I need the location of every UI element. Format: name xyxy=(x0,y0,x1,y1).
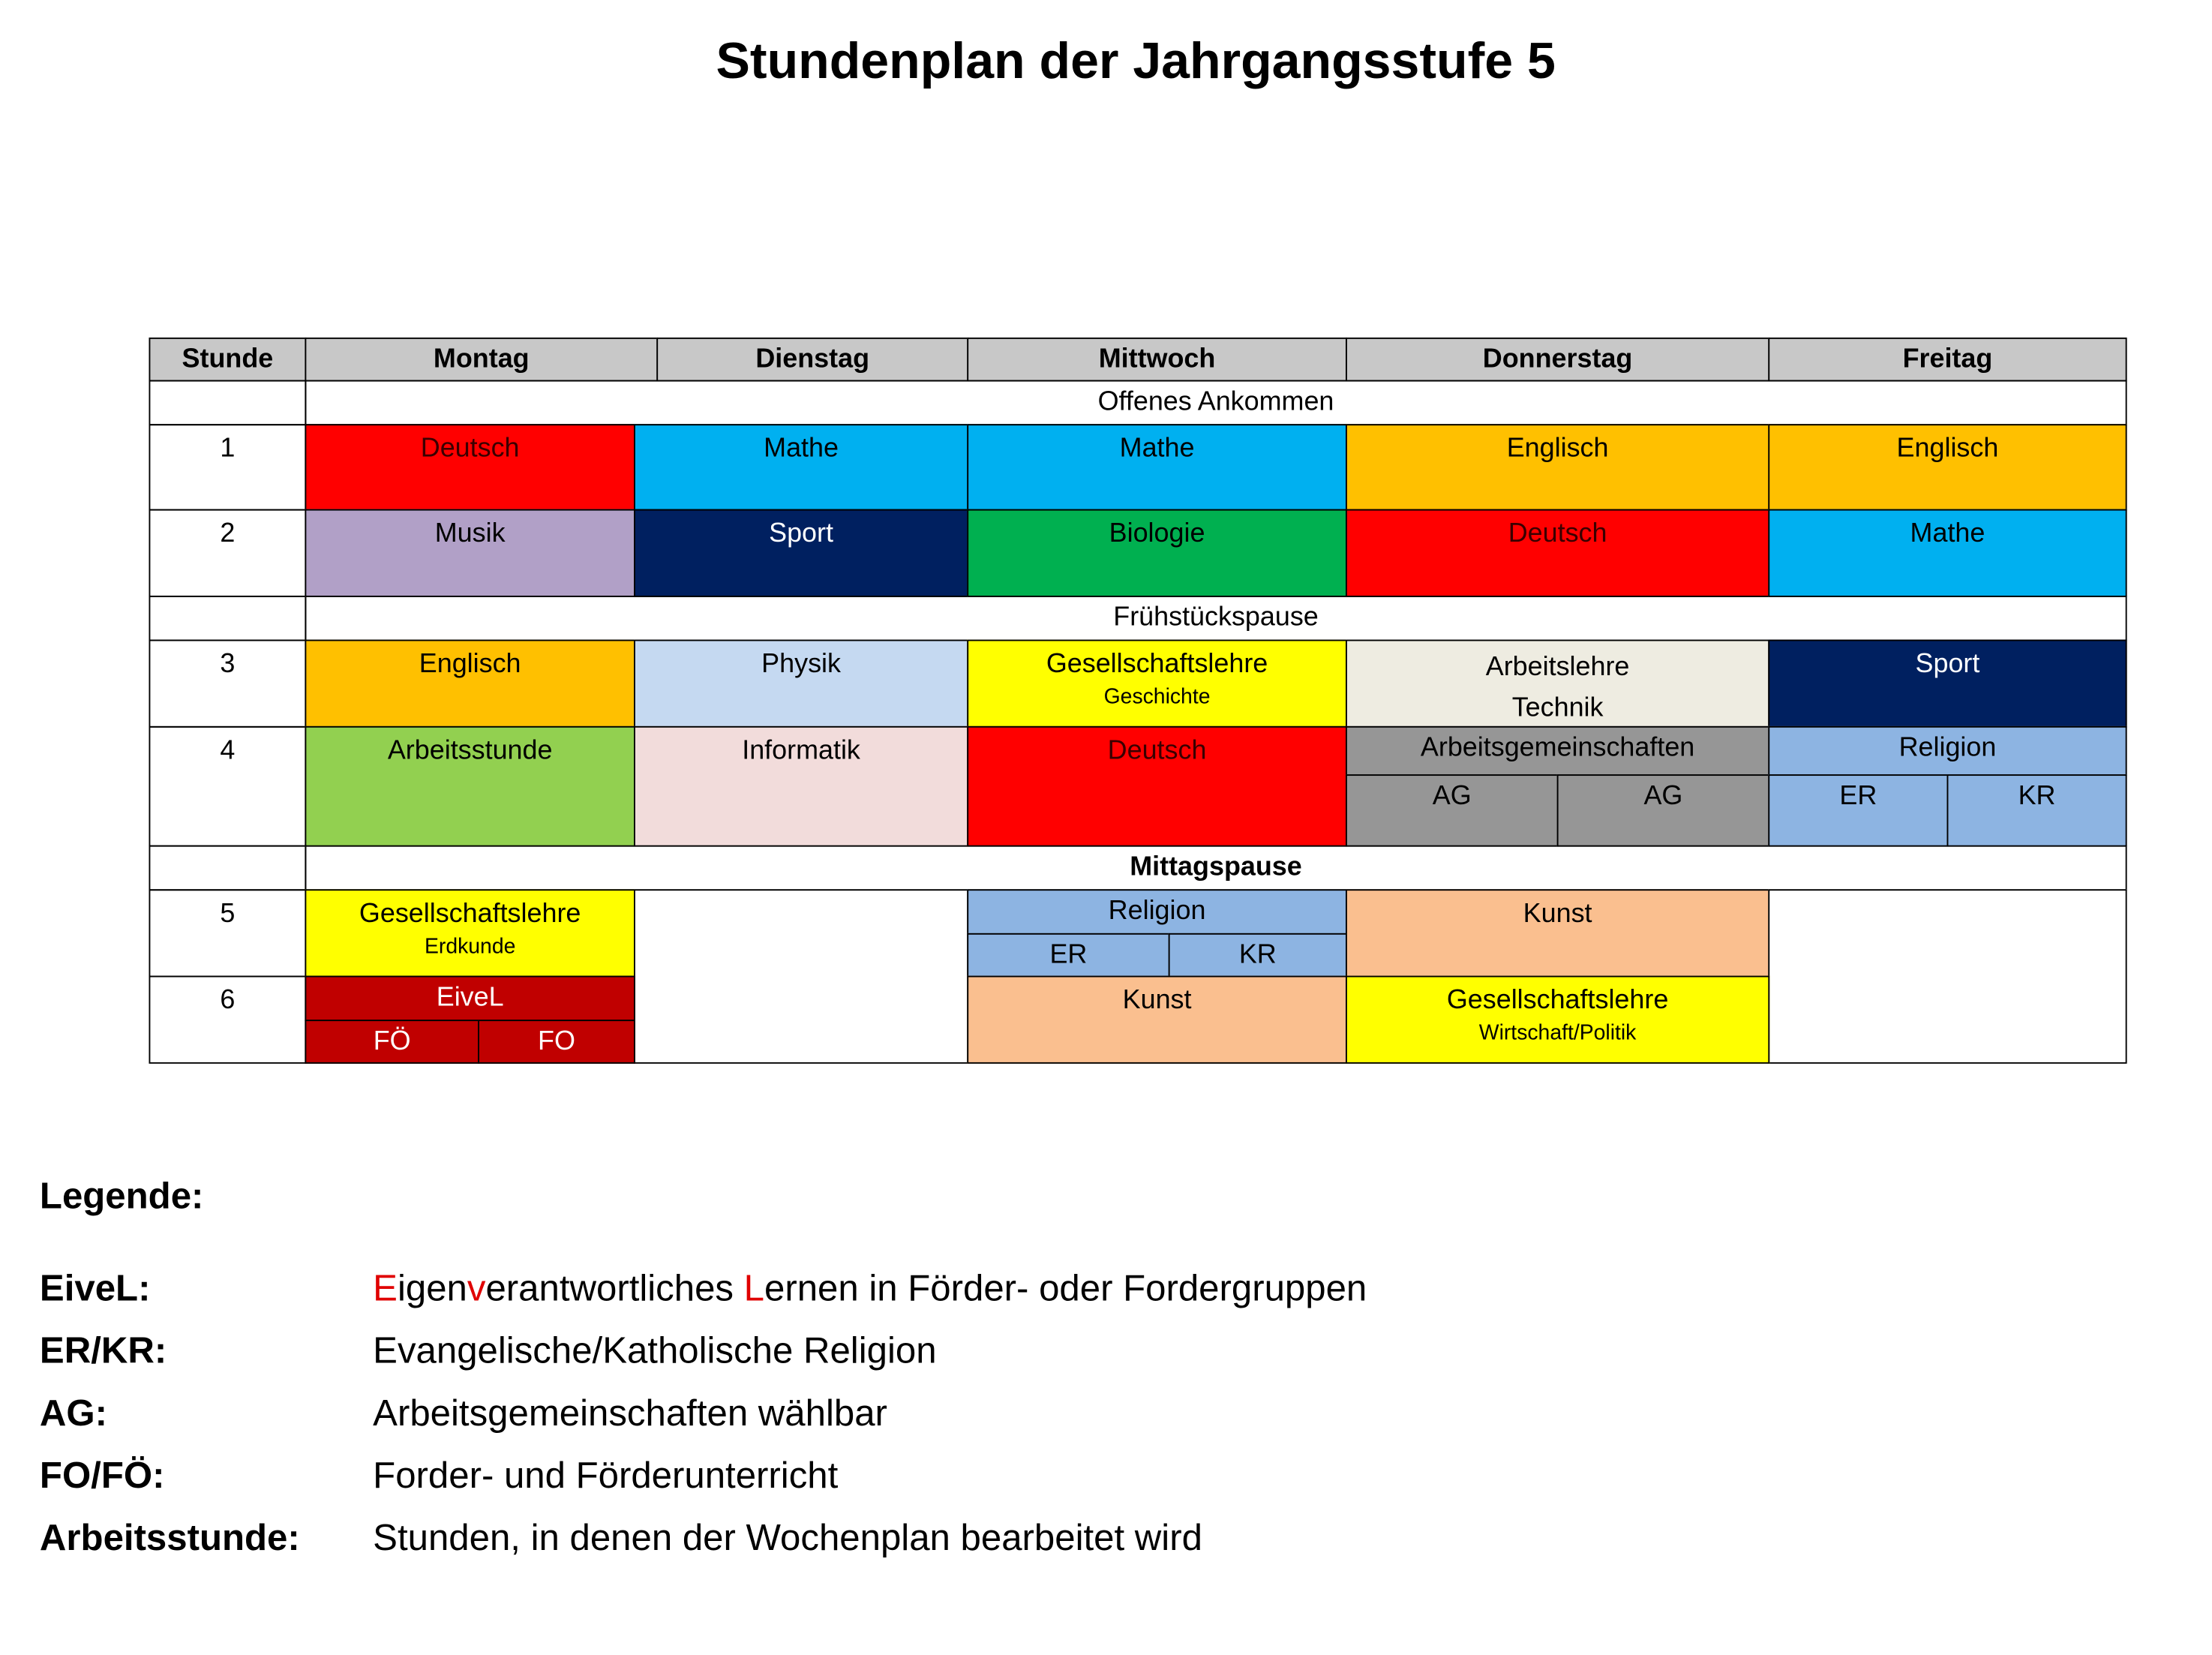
legend-text: igen xyxy=(397,1266,467,1309)
legend-highlight: v xyxy=(467,1266,486,1309)
legend-highlight: L xyxy=(743,1266,765,1309)
lesson-informatik: Informatik xyxy=(634,725,969,847)
lesson-arbeitsgemeinschaften: Arbeitsgemeinschaften xyxy=(1345,725,1770,776)
lesson-religion: Religion xyxy=(1768,725,2127,776)
legend-term: Arbeitsstunde: xyxy=(39,1515,300,1559)
lesson-englisch: Englisch xyxy=(1768,424,2127,511)
break-arrival: Offenes Ankommen xyxy=(305,380,2127,426)
lesson-title: Gesellschaftslehre xyxy=(1446,985,1669,1016)
lesson-gesellschaftslehre: Gesellschaftslehre Wirtschaft/Politik xyxy=(1345,975,1770,1064)
legend-highlight: E xyxy=(373,1266,398,1309)
period-number: 5 xyxy=(149,889,307,978)
lesson-foerder: FÖ xyxy=(305,1020,479,1064)
lesson-mathe: Mathe xyxy=(634,424,969,511)
stunde-empty xyxy=(149,380,307,426)
lesson-mathe: Mathe xyxy=(967,424,1347,511)
lesson-kunst: Kunst xyxy=(1345,889,1770,978)
stunde-empty xyxy=(149,595,307,641)
legend-desc: Arbeitsgemeinschaften wählbar xyxy=(373,1391,887,1434)
lesson-physik: Physik xyxy=(634,639,969,728)
header-montag: Montag xyxy=(305,337,659,382)
page-title: Stundenplan der Jahrgangsstufe 5 xyxy=(716,31,1556,90)
legend-term: EiveL: xyxy=(39,1266,151,1309)
lesson-arbeitsstunde: Arbeitsstunde xyxy=(305,725,635,847)
lesson-englisch: Englisch xyxy=(305,639,635,728)
stunde-empty xyxy=(149,845,307,891)
lesson-musik: Musik xyxy=(305,509,635,597)
header-freitag: Freitag xyxy=(1768,337,2127,382)
lesson-sport: Sport xyxy=(634,509,969,597)
header-donnerstag: Donnerstag xyxy=(1345,337,1770,382)
lesson-ag: AG xyxy=(1556,774,1770,847)
legend-desc: Evangelische/Katholische Religion xyxy=(373,1329,937,1372)
break-breakfast: Frühstückspause xyxy=(305,595,2127,641)
lesson-kr: KR xyxy=(1946,774,2127,847)
period-number: 2 xyxy=(149,509,307,597)
legend-text: erantwortliches xyxy=(485,1266,744,1309)
legend-term: AG: xyxy=(39,1391,108,1434)
lesson-subtitle: Geschichte xyxy=(1103,685,1211,710)
lesson-gesellschaftslehre: Gesellschaftslehre Geschichte xyxy=(967,639,1347,728)
legend-desc: Stunden, in denen der Wochenplan bearbei… xyxy=(373,1515,1202,1559)
period-number: 3 xyxy=(149,639,307,728)
lesson-deutsch: Deutsch xyxy=(305,424,635,511)
lesson-forder: FO xyxy=(478,1020,635,1064)
lesson-subtitle: Erdkunde xyxy=(424,934,516,959)
lesson-religion: Religion xyxy=(967,889,1347,935)
legend-desc: Eigenverantwortliches Lernen in Förder- … xyxy=(373,1266,1367,1311)
legend-desc: Forder- und Förderunterricht xyxy=(373,1453,839,1497)
lesson-deutsch: Deutsch xyxy=(967,725,1347,847)
lesson-subtitle: Wirtschaft/Politik xyxy=(1478,1021,1637,1046)
header-mittwoch: Mittwoch xyxy=(967,337,1347,382)
lesson-subtitle: Technik xyxy=(1511,693,1604,724)
legend-text: ernen in Förder- oder Fordergruppen xyxy=(764,1266,1367,1309)
lesson-title: Gesellschaftslehre xyxy=(1046,649,1268,680)
lesson-arbeitslehre: Arbeitslehre Technik xyxy=(1345,639,1770,728)
lesson-englisch: Englisch xyxy=(1345,424,1770,511)
lesson-ag: AG xyxy=(1345,774,1559,847)
lesson-kr: KR xyxy=(1168,933,1347,978)
lesson-sport: Sport xyxy=(1768,639,2127,728)
lesson-mathe: Mathe xyxy=(1768,509,2127,597)
lesson-er: ER xyxy=(967,933,1170,978)
header-dienstag: Dienstag xyxy=(656,337,969,382)
lesson-gesellschaftslehre: Gesellschaftslehre Erdkunde xyxy=(305,889,635,978)
lesson-er: ER xyxy=(1768,774,1949,847)
header-stunde: Stunde xyxy=(149,337,307,382)
period-number: 4 xyxy=(149,725,307,847)
lesson-title: Arbeitslehre xyxy=(1485,652,1630,683)
break-lunch: Mittagspause xyxy=(305,845,2127,891)
empty-cell xyxy=(1768,889,2127,1064)
empty-cell xyxy=(634,889,969,1064)
lesson-biologie: Biologie xyxy=(967,509,1347,597)
lesson-title: Gesellschaftslehre xyxy=(359,899,581,930)
period-number: 6 xyxy=(149,975,307,1064)
lesson-eivel: EiveL xyxy=(305,975,635,1022)
legend-term: FO/FÖ: xyxy=(39,1453,165,1497)
period-number: 1 xyxy=(149,424,307,511)
lesson-deutsch: Deutsch xyxy=(1345,509,1770,597)
lesson-kunst: Kunst xyxy=(967,975,1347,1064)
legend-term: ER/KR: xyxy=(39,1329,167,1372)
legend-heading: Legende: xyxy=(39,1174,204,1217)
